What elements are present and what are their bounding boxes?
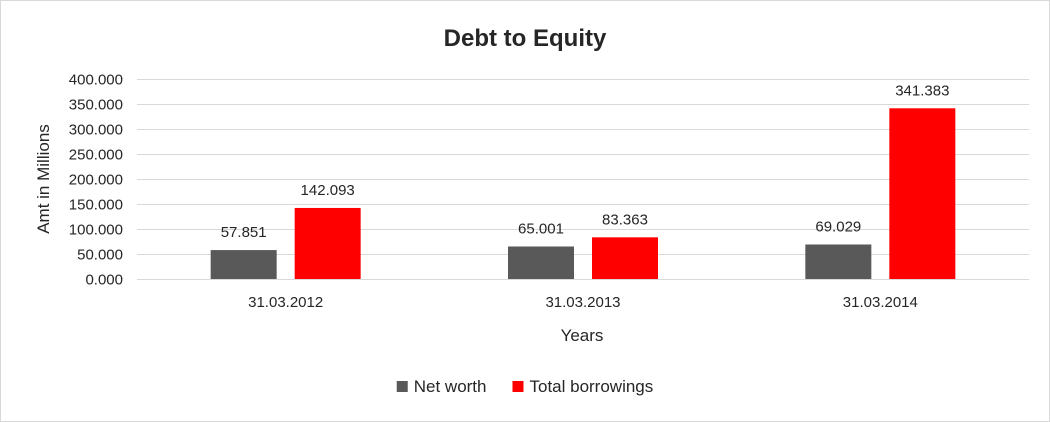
y-tick-label: 100.000 <box>69 222 123 239</box>
legend-label: Net worth <box>414 377 487 396</box>
y-axis-title: Amt in Millions <box>34 124 53 234</box>
y-tick-label: 350.000 <box>69 97 123 114</box>
bar-total-borrowings <box>889 108 956 279</box>
legend: Net worth Total borrowings <box>396 377 653 396</box>
data-label: 69.029 <box>815 218 861 235</box>
y-tick-label: 50.000 <box>77 247 123 264</box>
x-axis-ticks: 31.03.2012 31.03.2013 31.03.2014 <box>248 294 918 311</box>
y-tick-label: 250.000 <box>69 147 123 164</box>
bar-net-worth <box>210 250 277 279</box>
data-labels: 57.851 142.093 65.001 83.363 69.029 341.383 <box>221 82 950 241</box>
gridlines <box>137 79 1029 280</box>
chart-title: Debt to Equity <box>444 25 607 52</box>
data-label: 83.363 <box>602 211 648 228</box>
x-tick-label: 31.03.2013 <box>545 294 620 311</box>
x-tick-label: 31.03.2014 <box>843 294 918 311</box>
y-axis-ticks: 0.000 50.000 100.000 150.000 200.000 250.000 3… <box>69 72 123 289</box>
legend-label: Total borrowings <box>529 377 653 396</box>
y-tick-label: 400.000 <box>69 72 123 89</box>
y-tick-label: 200.000 <box>69 172 123 189</box>
bar-net-worth <box>805 244 872 279</box>
data-label: 57.851 <box>221 224 267 241</box>
bars <box>210 108 956 279</box>
bar-net-worth <box>508 246 574 279</box>
y-tick-label: 300.000 <box>69 122 123 139</box>
data-label: 65.001 <box>518 220 564 237</box>
legend-swatch-total-borrowings <box>512 381 524 392</box>
data-label: 142.093 <box>301 182 355 199</box>
bar-total-borrowings <box>592 237 658 279</box>
x-axis-title: Years <box>561 326 604 345</box>
y-tick-label: 150.000 <box>69 197 123 214</box>
y-tick-label: 0.000 <box>85 272 123 289</box>
legend-swatch-net-worth <box>396 381 408 392</box>
bar-total-borrowings <box>294 207 361 279</box>
x-tick-label: 31.03.2012 <box>248 294 323 311</box>
data-label: 341.383 <box>895 82 949 99</box>
